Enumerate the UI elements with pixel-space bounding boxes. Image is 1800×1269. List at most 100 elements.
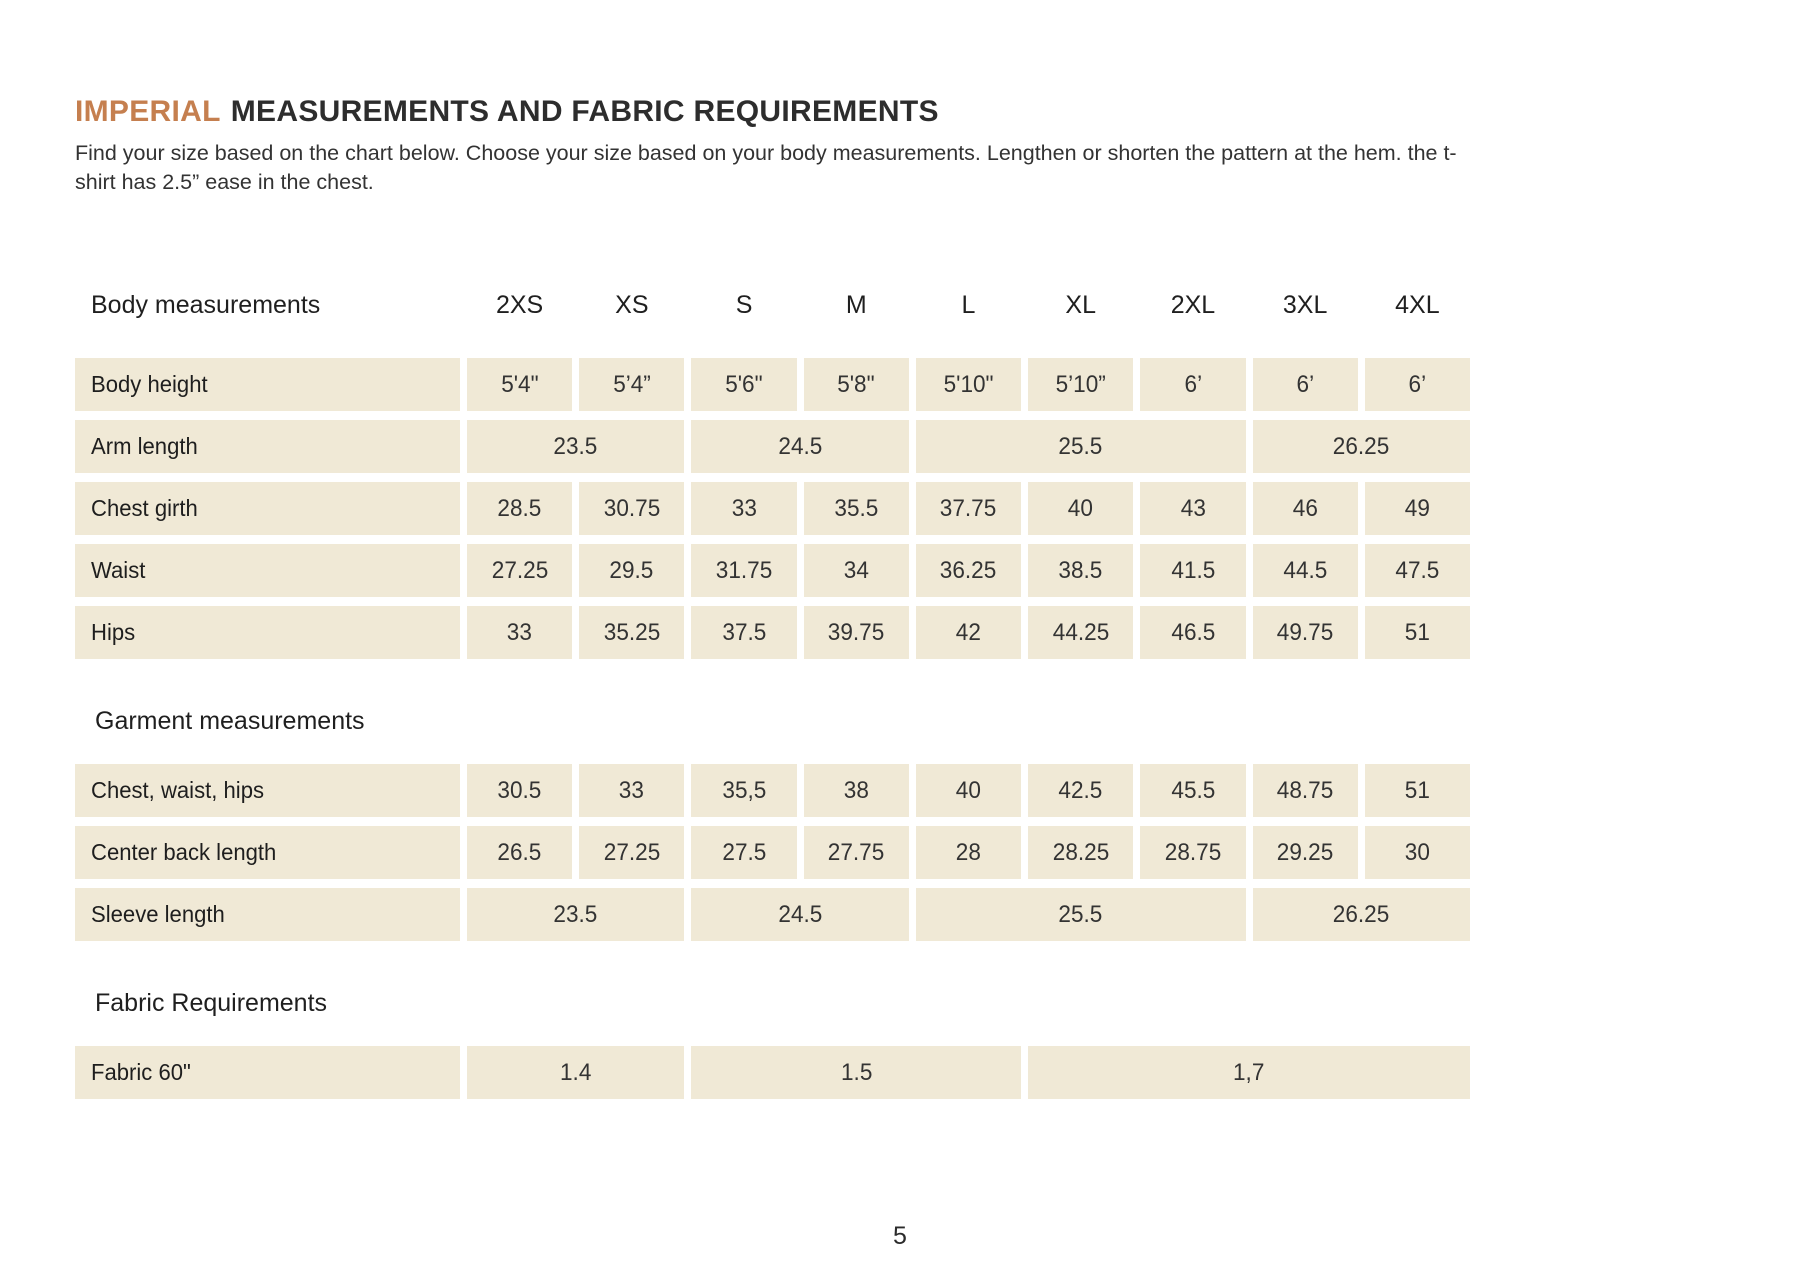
table-row: Chest, waist, hips 30.5 33 35,5 38 40 42.5 45.5… (75, 764, 1470, 818)
value-cell: 35.25 (579, 606, 685, 660)
size-column-header: 2XL (1170, 290, 1216, 319)
value-cell: 37.5 (691, 606, 797, 660)
cell-value: 26.25 (1333, 432, 1390, 460)
cell-value: 33 (619, 776, 645, 804)
table-section: Chest, waist, hips 30.5 33 35,5 38 40 42.5 45.5… (75, 764, 1470, 942)
row-label-cell: Waist (75, 544, 460, 598)
value-cell: 47.5 (1364, 544, 1470, 598)
value-cell: 23.5 (467, 420, 685, 474)
cell-value: 44.25 (1052, 618, 1109, 646)
size-column-header: 4XL (1395, 290, 1440, 319)
cell-value: 40 (955, 776, 982, 804)
value-cell: 38 (803, 764, 909, 818)
value-cell: 34 (803, 544, 909, 598)
row-label: Body height (91, 371, 208, 398)
cell-value: 35.25 (603, 618, 661, 646)
cell-value: 47.5 (1395, 556, 1440, 584)
row-label-cell: Fabric 60" (75, 1046, 460, 1100)
size-column-header: XS (615, 290, 649, 319)
cell-value: 25.5 (1058, 900, 1103, 928)
value-cell: 28.25 (1028, 826, 1134, 880)
title-unit-system: IMPERIAL (75, 95, 221, 128)
value-cell: 27.25 (467, 544, 573, 598)
table-header-row: Body measurements 2XS XS S M L XL 2XL 3XL 4XL (75, 288, 1470, 322)
value-cell: 37.75 (915, 482, 1022, 536)
cell-value: 49.75 (1276, 618, 1334, 646)
cell-value: 1.4 (560, 1058, 592, 1086)
value-cell: 35,5 (691, 764, 797, 818)
value-cell: 36.25 (915, 544, 1022, 598)
intro-text: Find your size based on the chart below.… (75, 141, 1457, 194)
table-row: Center back length 26.5 27.25 27.5 27.75 28 28… (75, 826, 1470, 880)
cell-value: 37.75 (940, 494, 997, 522)
cell-value: 1,7 (1233, 1058, 1265, 1086)
value-cell: 1.5 (691, 1046, 1022, 1100)
row-label: Waist (91, 557, 146, 584)
cell-value: 39.75 (828, 618, 885, 646)
value-cell: 6’ (1140, 358, 1246, 412)
cell-value: 6’ (1184, 370, 1202, 398)
value-cell: 41.5 (1140, 544, 1246, 598)
row-label-cell: Chest girth (75, 482, 460, 536)
cell-value: 28 (955, 838, 982, 866)
table-section: Body height 5'4" 5’4” 5'6" 5'8" 5'10" 5’10” 6’ 6… (75, 358, 1470, 660)
table-section: Fabric 60" 1.4 1.5 1,7 (75, 1046, 1470, 1100)
row-label-cell: Hips (75, 606, 460, 660)
cell-value: 44.5 (1283, 556, 1328, 584)
value-cell: 25.5 (915, 420, 1246, 474)
value-cell: 5'10" (915, 358, 1022, 412)
cell-value: 6’ (1296, 370, 1314, 398)
value-cell: 23.5 (467, 888, 685, 942)
table-row: Chest girth 28.5 30.75 33 35.5 37.75 40 43 46 49 (75, 482, 1470, 536)
value-cell: 30.5 (467, 764, 573, 818)
cell-value: 24.5 (778, 432, 823, 460)
cell-value: 6’ (1408, 370, 1427, 398)
value-cell: 31.75 (691, 544, 797, 598)
value-cell: 40 (915, 764, 1022, 818)
cell-value: 27.75 (828, 838, 885, 866)
page-title: IMPERIAL MEASUREMENTS AND FABRIC REQUIREM… (75, 95, 1800, 129)
cell-value: 37.5 (722, 618, 767, 646)
size-column-header: L (961, 290, 976, 319)
value-cell: 5’4” (579, 358, 685, 412)
value-cell: 26.5 (467, 826, 573, 880)
column-header-label: Body measurements (91, 290, 321, 319)
row-label-cell: Body height (75, 358, 460, 412)
value-cell: 39.75 (803, 606, 909, 660)
value-cell: 49.75 (1252, 606, 1358, 660)
cell-value: 40 (1068, 494, 1094, 522)
row-label: Sleeve length (91, 901, 225, 928)
value-cell: 6’ (1364, 358, 1470, 412)
cell-value: 26.25 (1333, 900, 1390, 928)
cell-value: 5’4” (613, 370, 651, 398)
value-cell: 5’10” (1028, 358, 1134, 412)
cell-value: 46.5 (1170, 618, 1215, 646)
value-cell: 28.5 (467, 482, 573, 536)
page-content: IMPERIAL MEASUREMENTS AND FABRIC REQUIREM… (75, 95, 1800, 1100)
value-cell: 30.75 (579, 482, 685, 536)
cell-value: 30.5 (497, 776, 542, 804)
cell-value: 25.5 (1058, 432, 1103, 460)
value-cell: 1,7 (1028, 1046, 1470, 1100)
row-label: Chest, waist, hips (91, 777, 265, 804)
row-label-cell: Arm length (75, 420, 460, 474)
cell-value: 48.75 (1276, 776, 1334, 804)
value-cell: 38.5 (1028, 544, 1134, 598)
cell-value: 30 (1404, 838, 1430, 866)
cell-value: 5'10" (943, 370, 994, 398)
cell-value: 31.75 (715, 556, 773, 584)
cell-value: 28.25 (1052, 838, 1109, 866)
table-row: Arm length 23.5 24.5 25.5 26.25 (75, 420, 1470, 474)
page-number: 5 (893, 1222, 907, 1250)
cell-value: 33 (731, 494, 757, 522)
row-label: Chest girth (91, 495, 198, 522)
cell-value: 27.25 (603, 838, 661, 866)
table-row: Waist 27.25 29.5 31.75 34 36.25 38.5 41.5 44.5 47… (75, 544, 1470, 598)
value-cell: 33 (467, 606, 573, 660)
value-cell: 6’ (1252, 358, 1358, 412)
cell-value: 5'4" (500, 370, 539, 398)
cell-value: 23.5 (553, 900, 598, 928)
size-column-header: M (845, 290, 867, 319)
cell-value: 43 (1180, 494, 1206, 522)
cell-value: 5'6" (725, 370, 763, 398)
